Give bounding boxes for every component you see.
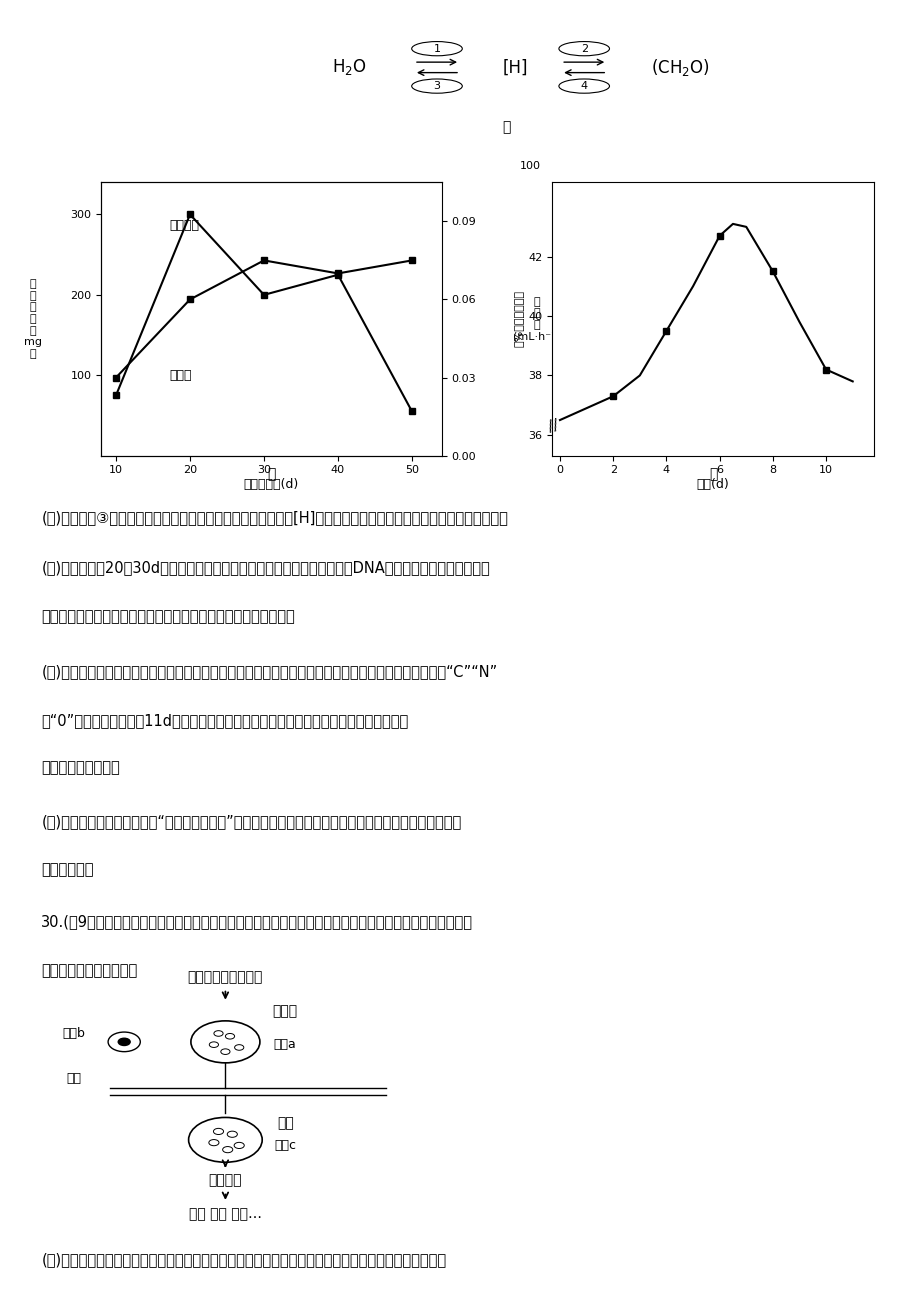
Text: (４)大田种植某油料作物时，“正其行，通其风”的主要目的是通过＿＿＿＿＿＿＿＿来提高光合作用强度，: (４)大田种植某油料作物时，“正其行，通其风”的主要目的是通过＿＿＿＿＿＿＿＿来… xyxy=(41,814,461,829)
Text: 脂肪 软骨 胸腺…: 脂肪 软骨 胸腺… xyxy=(188,1207,262,1221)
Text: 耗
氧
量
(mL·h⁻¹): 耗 氧 量 (mL·h⁻¹) xyxy=(513,297,560,341)
Text: (３)根据图丙曲线分析，实验过程中，导致种子干重增加的主要元素是＿＿＿＿＿＿＿＿＿＿＿＿＿（填“C”“N”: (３)根据图丙曲线分析，实验过程中，导致种子干重增加的主要元素是＿＿＿＿＿＿＿＿… xyxy=(41,664,497,680)
Y-axis label: （%）粒种子干重: （%）粒种子干重 xyxy=(514,290,523,348)
Text: 细胞b: 细胞b xyxy=(62,1027,85,1040)
Text: 细胞c: 细胞c xyxy=(274,1139,296,1152)
Text: 4: 4 xyxy=(580,81,587,91)
Text: (１)人体血糖含量的相对稳定是在＿＿＿＿＿＿＿＿＿＿调节作用下，多个器官和系统协调运动的结果。: (１)人体血糖含量的相对稳定是在＿＿＿＿＿＿＿＿＿＿调节作用下，多个器官和系统协… xyxy=(41,1253,446,1268)
Text: (CH$_2$O): (CH$_2$O) xyxy=(651,57,709,78)
X-axis label: 开花后天数(d): 开花后天数(d) xyxy=(244,478,299,491)
Text: 100: 100 xyxy=(519,160,540,171)
Text: 请分析并回答有关问题：: 请分析并回答有关问题： xyxy=(41,963,138,979)
Text: 或“0”）。实验进行到第11d时，要使萌发种子（含幼苗）的干重增加，必须提供的条件是: 或“0”）。实验进行到第11d时，要使萌发种子（含幼苗）的干重增加，必须提供的条… xyxy=(41,713,408,729)
Text: 呼吸速率: 呼吸速率 xyxy=(169,219,199,232)
Text: 乙: 乙 xyxy=(267,467,276,480)
Text: //: // xyxy=(546,418,560,435)
Text: 下丘脑: 下丘脑 xyxy=(272,1004,298,1018)
Text: 2: 2 xyxy=(580,44,587,53)
Text: [H]: [H] xyxy=(502,59,528,77)
Text: 子成熟所需要的有机物来自图甲中的过程＿＿＿＿＿＿＿＿＿＿。: 子成熟所需要的有机物来自图甲中的过程＿＿＿＿＿＿＿＿＿＿。 xyxy=(41,609,295,625)
Text: 血管: 血管 xyxy=(66,1072,81,1085)
Text: 以增加产量。: 以增加产量。 xyxy=(41,862,94,878)
Text: 甲: 甲 xyxy=(501,120,510,134)
Text: 1: 1 xyxy=(433,44,440,53)
Text: 急性低血糖、运动等: 急性低血糖、运动等 xyxy=(187,970,263,984)
Text: 垂体: 垂体 xyxy=(277,1116,293,1130)
Text: 30.(）9分）生长激素能促进人的生长，且能调节体内的物质代谢。下图为人体生长激素分泌的调节示意图，: 30.(）9分）生长激素能促进人的生长，且能调节体内的物质代谢。下图为人体生长激… xyxy=(41,914,473,930)
Text: 3: 3 xyxy=(433,81,440,91)
Text: 生长激素: 生长激素 xyxy=(209,1173,242,1187)
Text: 干物质: 干物质 xyxy=(169,370,191,383)
Text: (２)图乙中，在20～30d时，种子干物质量增加速度最快，此时种子含有的DNA量＿＿＿＿＿＿＿＿＿、种: (２)图乙中，在20～30d时，种子干物质量增加速度最快，此时种子含有的DNA量… xyxy=(41,560,490,575)
Text: (１)图甲中，③过程进行的场所是＿＿＿＿＿＿＿＿＿＿＿＿，[H]用于与＿＿＿＿＿＿＿＿＿反应释放大量的能量。: (１)图甲中，③过程进行的场所是＿＿＿＿＿＿＿＿＿＿＿＿，[H]用于与＿＿＿＿＿… xyxy=(41,510,507,526)
Text: 干
物
质
量
（
mg
）: 干 物 质 量 （ mg ） xyxy=(24,279,42,359)
Text: H$_2$O: H$_2$O xyxy=(332,57,367,77)
Text: ＿＿＿＿＿＿＿＿。: ＿＿＿＿＿＿＿＿。 xyxy=(41,760,120,776)
Text: 细胞a: 细胞a xyxy=(274,1038,296,1051)
X-axis label: 时间(d): 时间(d) xyxy=(696,478,729,491)
Text: 丙: 丙 xyxy=(708,467,717,480)
Circle shape xyxy=(118,1038,130,1046)
